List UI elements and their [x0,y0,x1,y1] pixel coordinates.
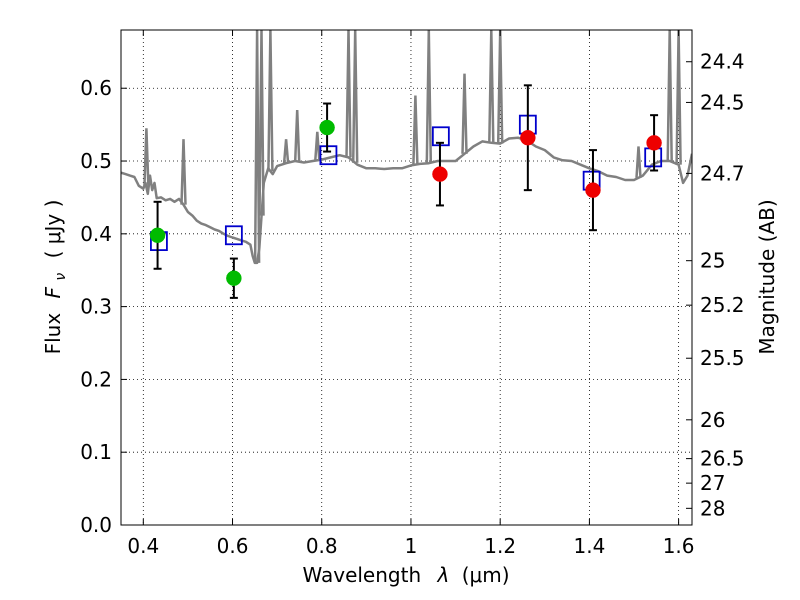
model-spectrum [121,30,692,265]
right-tick-label: 25 [700,249,725,273]
spectrum-spike [314,131,321,161]
right-tick-label: 25.5 [700,346,745,370]
spectrum-spike [666,30,673,162]
right-tick-label: 27 [700,471,725,495]
right-tick-label: 26 [700,408,725,432]
right-tick-label: 25.2 [700,293,745,317]
model-square-marker [224,225,243,246]
plot-frame [120,29,693,526]
spectrum-spike [258,30,265,216]
observed-point-marker [149,227,166,244]
y-axis-title-unit: ( μJy ) [41,200,65,259]
observed-point-marker [520,129,536,146]
right-tick-label: 24.4 [700,50,745,74]
spectrum-spike [675,30,682,165]
spectrum-spike [496,30,504,144]
model-square-marker [319,145,338,166]
observed-point-marker [319,119,335,136]
y-axis-title-subscript: ν [53,273,69,281]
x-axis-title: Wavelength λ (μm) [302,563,509,587]
x-axis-title-main: Wavelength [302,563,421,587]
plot-background [121,30,692,525]
y-tick-label: 0.6 [80,76,112,100]
x-tick-label: 0.8 [306,534,338,558]
y-tick-label: 0.5 [80,149,112,173]
x-axis-title-unit: (μm) [462,563,510,587]
grid [121,30,692,526]
x-tick-label: 1.6 [663,534,695,558]
plot-area [121,30,692,299]
right-tick-label: 28 [700,496,725,520]
x-tick-label: 1 [405,534,418,558]
y-axis-title: Flux F ν ( μJy ) [41,200,70,355]
y-tick-label: 0.3 [80,295,112,319]
x-tick-label: 0.4 [127,534,159,558]
y-tick-label: 0.0 [80,513,112,537]
spectrum-spike [425,30,433,164]
observed-point-marker [226,270,242,286]
right-tick-label: 24.5 [700,90,745,114]
observed-point-marker [585,182,601,198]
spectrum-spike [412,95,419,165]
right-tick-label: 24.7 [700,161,745,185]
spectrum-spike [253,30,261,263]
spectrum-line [121,136,692,265]
data-markers [149,84,663,299]
spectrum-spike [345,30,352,158]
spectrum-spike [488,30,495,143]
x-tick-label: 1.4 [573,534,605,558]
y-tick-label: 0.1 [80,440,112,464]
x-tick-label: 0.6 [217,534,249,558]
right-tick-label: 26.5 [700,447,745,471]
spectrum-spike [635,146,642,178]
observed-point-marker [432,166,448,182]
right-axis-title: Magnitude (AB) [755,199,779,354]
spectrum-spike [293,110,301,162]
spectrum-spike [267,30,274,172]
ticks: 0.4 0.6 0.8 1 1.2 1.4 1.6 0.0 0.1 0.2 0.3 0.4 0.5 0.6… [80,30,745,558]
y-tick-label: 0.4 [80,222,112,246]
y-axis-title-main: Flux [41,313,65,355]
spectrum-spike [461,73,468,154]
spectrum-spike [351,30,359,163]
y-axis-title-symbol: F [41,286,65,298]
spectrum-spike [180,139,187,205]
spectrum-spike [143,128,150,188]
x-axis-title-symbol: λ [437,563,450,587]
spectrum-spike [282,139,290,164]
observed-point-marker [646,135,662,151]
x-tick-label: 1.2 [484,534,516,558]
y-tick-label: 0.2 [80,367,112,391]
